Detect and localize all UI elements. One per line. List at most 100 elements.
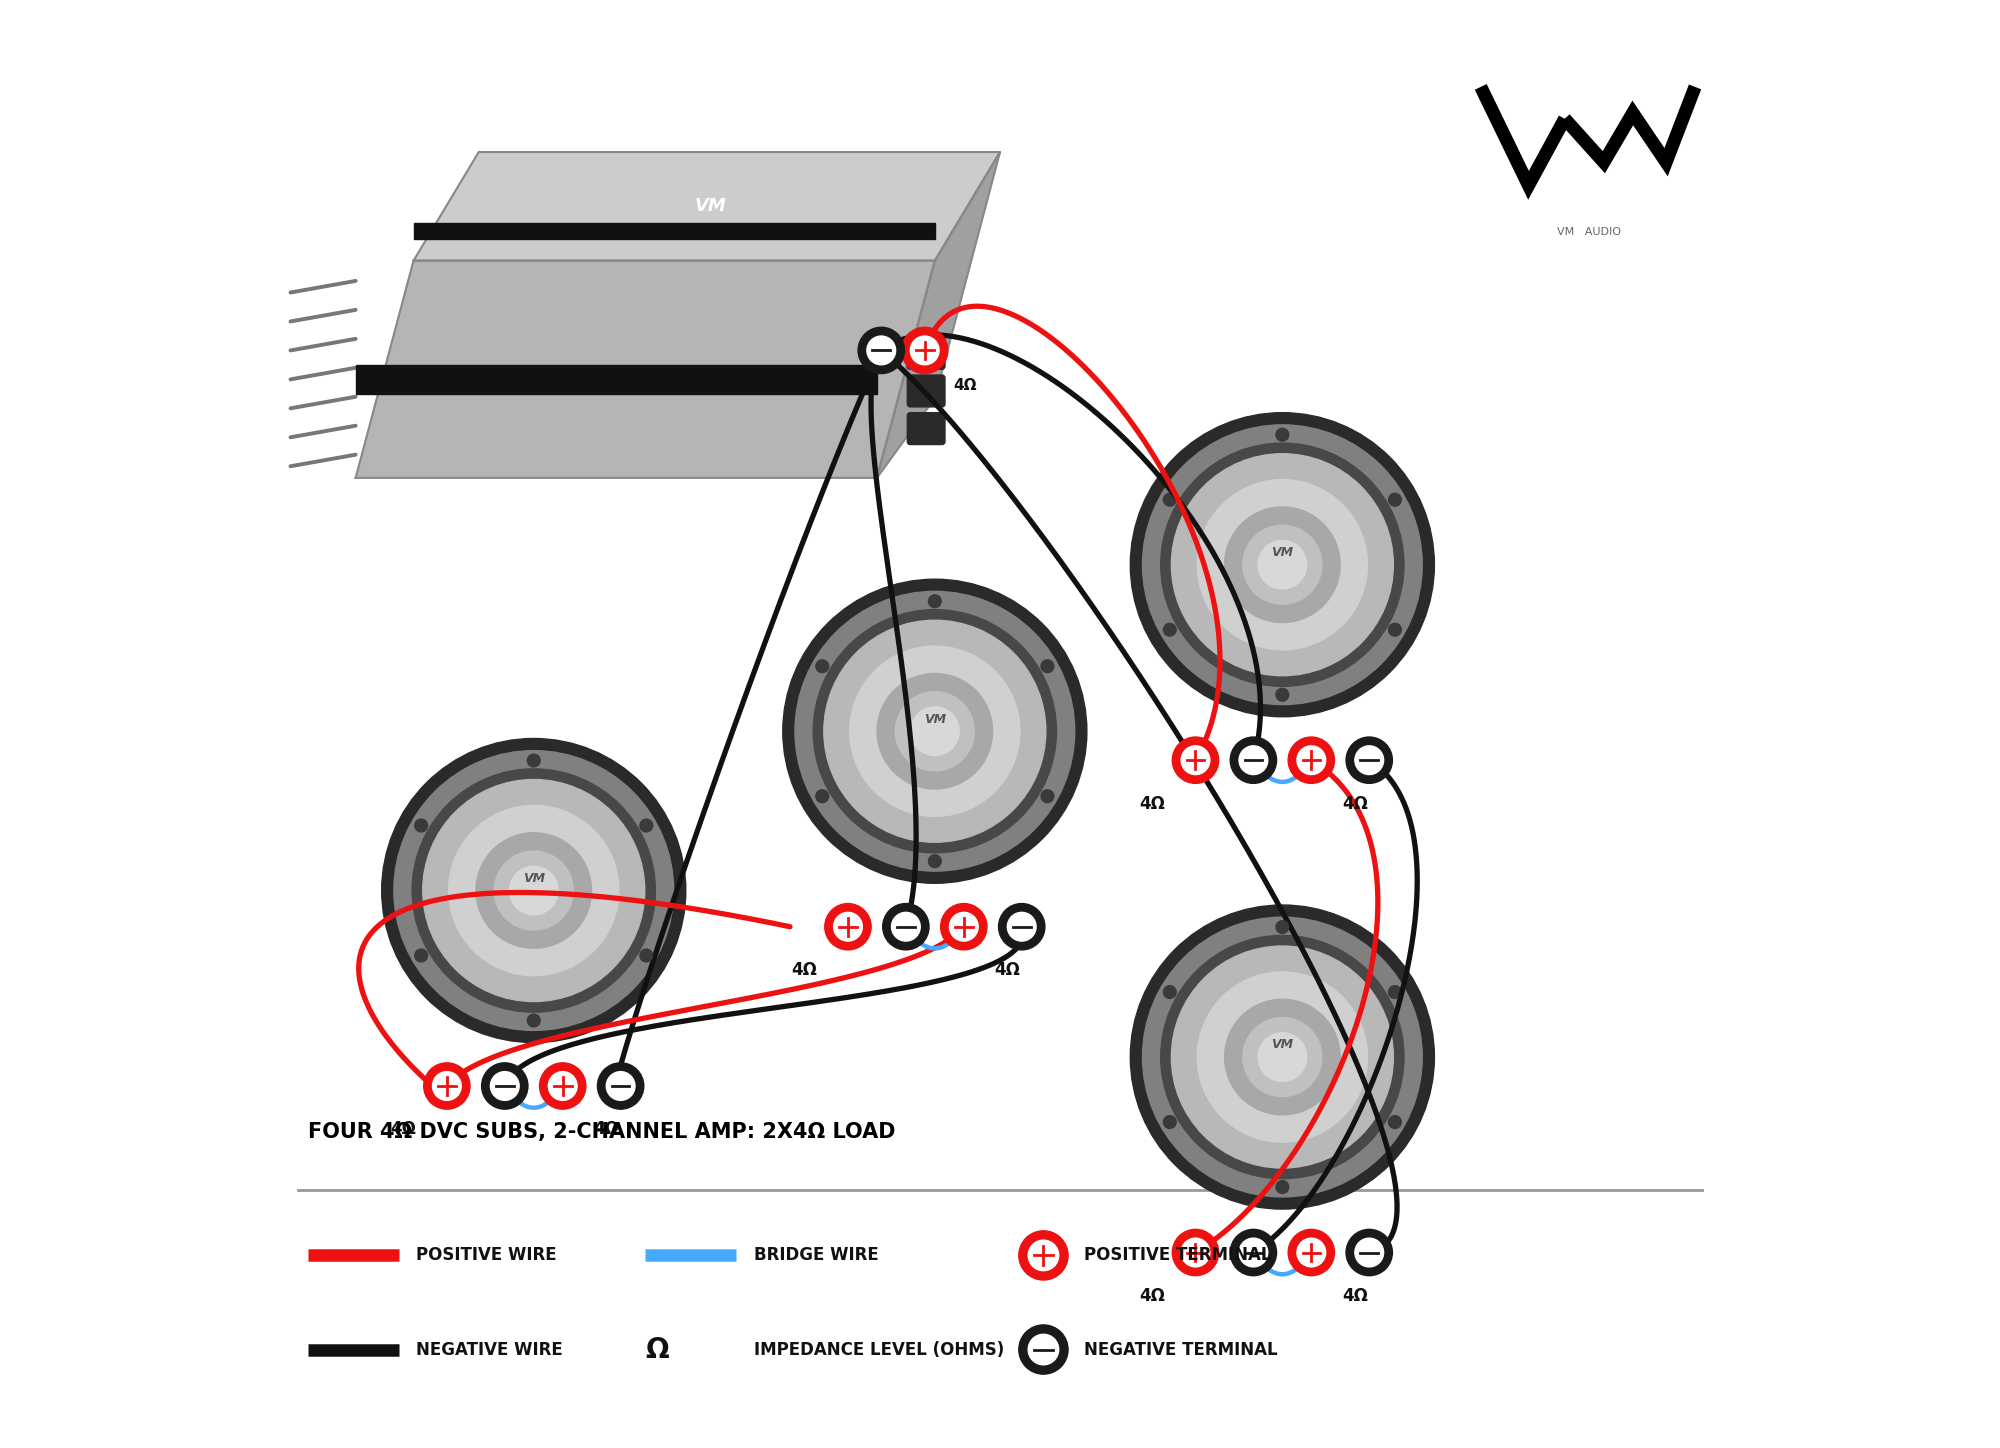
Circle shape — [1276, 1180, 1288, 1193]
Circle shape — [394, 750, 674, 1031]
Circle shape — [548, 1072, 578, 1100]
Circle shape — [598, 1063, 644, 1109]
Circle shape — [1276, 429, 1288, 442]
Circle shape — [1354, 746, 1384, 775]
Text: 4Ω: 4Ω — [594, 1121, 620, 1138]
Circle shape — [1388, 623, 1402, 636]
Text: FOUR 4Ω DVC SUBS, 2-CHANNEL AMP: 2X4Ω LOAD: FOUR 4Ω DVC SUBS, 2-CHANNEL AMP: 2X4Ω LO… — [308, 1122, 896, 1142]
Circle shape — [1164, 494, 1176, 507]
Circle shape — [1042, 789, 1054, 802]
Circle shape — [902, 327, 948, 374]
Circle shape — [1346, 737, 1392, 783]
Circle shape — [1172, 737, 1218, 783]
Circle shape — [540, 1063, 586, 1109]
Circle shape — [1276, 688, 1288, 701]
Circle shape — [1028, 1239, 1058, 1271]
Circle shape — [1172, 453, 1394, 676]
Circle shape — [1164, 623, 1176, 636]
Circle shape — [814, 610, 1056, 853]
Circle shape — [1230, 1229, 1276, 1276]
Circle shape — [1224, 507, 1340, 623]
Circle shape — [1160, 935, 1404, 1179]
Circle shape — [928, 595, 942, 608]
Circle shape — [1224, 999, 1340, 1115]
Circle shape — [1354, 1238, 1384, 1267]
Circle shape — [528, 1014, 540, 1027]
Text: 4Ω: 4Ω — [390, 1121, 416, 1138]
Polygon shape — [876, 152, 1000, 478]
Circle shape — [1276, 921, 1288, 934]
Circle shape — [510, 866, 558, 915]
Circle shape — [490, 1072, 520, 1100]
Circle shape — [1198, 479, 1368, 650]
Circle shape — [424, 1063, 470, 1109]
Circle shape — [1142, 917, 1422, 1197]
Circle shape — [1130, 905, 1434, 1209]
Circle shape — [1296, 746, 1326, 775]
Circle shape — [1182, 746, 1210, 775]
Circle shape — [482, 1063, 528, 1109]
FancyBboxPatch shape — [908, 375, 944, 407]
Text: 4Ω: 4Ω — [1342, 795, 1368, 812]
Circle shape — [1142, 424, 1422, 705]
Text: Ω: Ω — [646, 1335, 668, 1364]
Circle shape — [476, 833, 592, 948]
Circle shape — [998, 904, 1044, 950]
Circle shape — [1042, 660, 1054, 673]
Circle shape — [1240, 1238, 1268, 1267]
Text: 4Ω: 4Ω — [994, 961, 1020, 979]
Text: 4Ω: 4Ω — [1342, 1287, 1368, 1305]
Circle shape — [528, 754, 540, 767]
Circle shape — [1018, 1325, 1068, 1374]
Circle shape — [940, 904, 986, 950]
Text: 4Ω: 4Ω — [954, 378, 976, 392]
Polygon shape — [414, 152, 1000, 261]
Circle shape — [816, 789, 828, 802]
Text: POSITIVE TERMINAL: POSITIVE TERMINAL — [1084, 1247, 1272, 1264]
Circle shape — [878, 673, 992, 789]
Circle shape — [448, 805, 618, 976]
Circle shape — [1172, 946, 1394, 1169]
Circle shape — [896, 692, 974, 770]
Circle shape — [1230, 737, 1276, 783]
Circle shape — [1018, 1231, 1068, 1280]
Text: VM: VM — [924, 712, 946, 725]
Circle shape — [1130, 413, 1434, 717]
Text: NEGATIVE WIRE: NEGATIVE WIRE — [416, 1341, 564, 1358]
Circle shape — [640, 948, 652, 961]
Circle shape — [432, 1072, 462, 1100]
Circle shape — [950, 912, 978, 941]
Circle shape — [412, 769, 656, 1012]
FancyBboxPatch shape — [908, 413, 944, 445]
Circle shape — [782, 579, 1086, 883]
Text: POSITIVE WIRE: POSITIVE WIRE — [416, 1247, 558, 1264]
Circle shape — [1242, 526, 1322, 604]
Circle shape — [1198, 972, 1368, 1142]
Circle shape — [910, 336, 940, 365]
Circle shape — [1288, 737, 1334, 783]
Circle shape — [824, 904, 872, 950]
Polygon shape — [414, 223, 934, 239]
Text: VM: VM — [694, 197, 726, 214]
Circle shape — [882, 904, 930, 950]
Text: VM: VM — [1272, 1038, 1294, 1051]
Text: BRIDGE WIRE: BRIDGE WIRE — [754, 1247, 878, 1264]
Text: 4Ω: 4Ω — [828, 378, 852, 392]
Circle shape — [816, 660, 828, 673]
Circle shape — [1028, 1334, 1058, 1365]
Circle shape — [414, 948, 428, 961]
Circle shape — [414, 820, 428, 833]
Circle shape — [892, 912, 920, 941]
Circle shape — [1172, 1229, 1218, 1276]
Circle shape — [382, 738, 686, 1043]
Circle shape — [1258, 1032, 1306, 1082]
Circle shape — [1388, 494, 1402, 507]
Circle shape — [494, 851, 574, 930]
Circle shape — [1240, 746, 1268, 775]
Text: NEGATIVE TERMINAL: NEGATIVE TERMINAL — [1084, 1341, 1278, 1358]
Polygon shape — [356, 365, 876, 394]
Circle shape — [422, 779, 644, 1002]
FancyBboxPatch shape — [908, 337, 944, 369]
Circle shape — [640, 820, 652, 833]
Circle shape — [1296, 1238, 1326, 1267]
